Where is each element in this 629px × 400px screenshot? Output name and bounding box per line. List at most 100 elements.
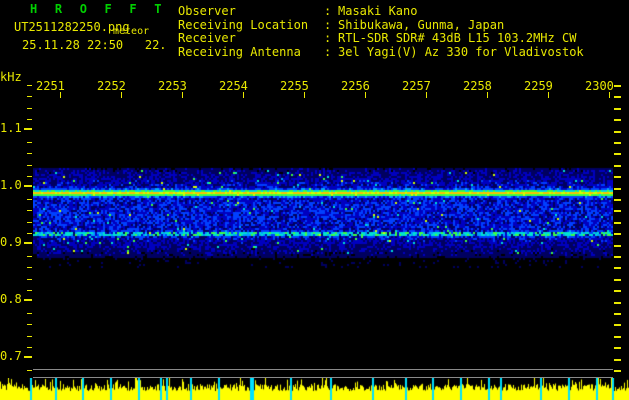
spectrogram-plot [33,104,613,366]
datetime-label: 25.11.28 22:50 22. [22,38,167,52]
y-axis-tick-label: 0.7 [0,349,22,363]
mode-label: meteor [113,26,150,37]
y-axis-minor-tick [27,233,32,234]
y-axis-right-tick [614,96,621,98]
station-info-row: Receiving Location: Shibukawa, Gunma, Jap… [178,17,584,33]
station-info-value: Shibukawa, Gunma, Japan [338,17,505,32]
datetime-value: 25.11.28 22:50 [22,38,124,52]
station-info-label: Receiving Antenna [178,44,301,59]
y-axis-minor-tick [27,199,32,200]
amplitude-canvas [0,378,629,400]
strip-separator-line-bottom [33,377,613,378]
y-axis-right-tick [614,153,621,155]
station-info-label: Observer [178,4,236,18]
station-info-row: Receiving Antenna:3el Yagi(V) Az 330 for… [178,44,584,60]
y-axis-minor-tick [27,347,32,348]
station-info-value: RTL-SDR SDR# 43dB L15 103.2MHz CW [338,31,577,45]
y-axis-minor-tick [27,279,32,280]
y-axis-minor-tick [27,222,32,223]
x-axis-tick-label: 2258 [463,79,492,93]
x-axis-tick-mark [182,92,183,98]
y-axis-right-tick [614,199,621,201]
y-axis-right-tick [614,279,621,281]
y-axis-right-tick [614,256,621,258]
station-info-label: Receiver [178,31,236,45]
app-title: H R O F F T [30,2,167,16]
y-axis-minor-tick [27,324,32,325]
strip-separator-line-top [33,369,613,370]
station-info-colon: : [324,31,332,45]
y-axis-right-tick [614,267,621,269]
x-axis-tick-label: 2251 [36,79,65,93]
y-axis-minor-tick [27,256,32,257]
y-axis-right-tick [614,359,621,361]
y-axis-right-tick [614,222,621,224]
station-info-colon: : [324,44,332,59]
x-axis-tick-mark [304,92,305,98]
x-axis-tick-mark [609,92,610,98]
duration-value: 22. [144,38,167,52]
x-axis-tick-mark [487,92,488,98]
y-axis-minor-tick [27,210,32,211]
x-axis-tick-mark [426,92,427,98]
x-axis-tick-label: 2252 [97,79,126,93]
x-axis-tick-mark [548,92,549,98]
x-axis-tick-mark [60,92,61,98]
y-axis-right-tick [614,347,621,349]
y-axis-tick-mark [24,128,32,130]
x-axis-tick-label: 2254 [219,79,248,93]
y-axis-right-tick [614,142,621,144]
x-axis-tick-label: 2257 [402,79,431,93]
y-axis-minor-tick [27,267,32,268]
y-axis-minor-tick [27,108,32,109]
y-axis-right-tick [614,313,621,315]
y-axis-right-tick [614,245,621,247]
y-axis-minor-tick [27,313,32,314]
y-axis-minor-tick [27,119,32,120]
y-axis-right-tick [614,290,621,292]
spectrogram-canvas [33,104,613,366]
station-info-value: Masaki Kano [338,4,418,18]
y-axis-tick-label: 0.8 [0,292,22,306]
station-info-row: Observer: Masaki Kano [178,4,584,19]
filename-label: UT2511282250.png [14,20,130,34]
y-axis-right-tick [614,108,621,110]
x-axis-tick-mark [365,92,366,98]
y-axis-minor-tick [27,142,32,143]
y-axis-right-tick [614,176,621,178]
station-info-value: 3el Yagi(V) Az 330 for Vladivostok [338,44,584,59]
y-axis-right-tick [614,233,621,235]
y-axis-right-tick [614,210,621,212]
y-axis-right-tick [614,370,621,372]
y-axis-tick-label: 0.9 [0,235,22,249]
x-axis-tick-label: 2255 [280,79,309,93]
y-axis-unit-label: kHz [0,70,22,84]
y-axis-tick-label: 1.0 [0,178,22,192]
x-axis-tick-label: 2300 [585,79,614,93]
y-axis-tick-label: 1.1 [0,121,22,135]
y-axis-right-tick [614,336,621,338]
y-axis-minor-tick [27,153,32,154]
x-axis-tick-mark [121,92,122,98]
y-axis-right-tick [614,324,621,326]
x-axis-tick-mark [243,92,244,98]
y-axis-right-tick [614,131,621,133]
y-axis-right-tick [614,119,621,121]
station-info-table: Observer: Masaki Kano Receiving Location: S… [178,4,584,60]
y-axis-tick-mark [24,242,32,244]
x-axis-tick-label: 2256 [341,79,370,93]
y-axis-right-tick [614,188,621,190]
y-axis-minor-tick [27,290,32,291]
y-axis-tick-mark [24,356,32,358]
y-axis-minor-tick [27,165,32,166]
station-info-colon: : [324,17,332,32]
x-axis-tick-label: 2253 [158,79,187,93]
y-axis-tick-mark [24,185,32,187]
y-axis-right-tick [614,85,621,87]
y-axis-minor-tick [27,96,32,97]
y-axis-minor-tick [27,176,32,177]
amplitude-strip [0,378,629,400]
y-axis-right-tick [614,302,621,304]
y-axis-minor-tick [27,336,32,337]
